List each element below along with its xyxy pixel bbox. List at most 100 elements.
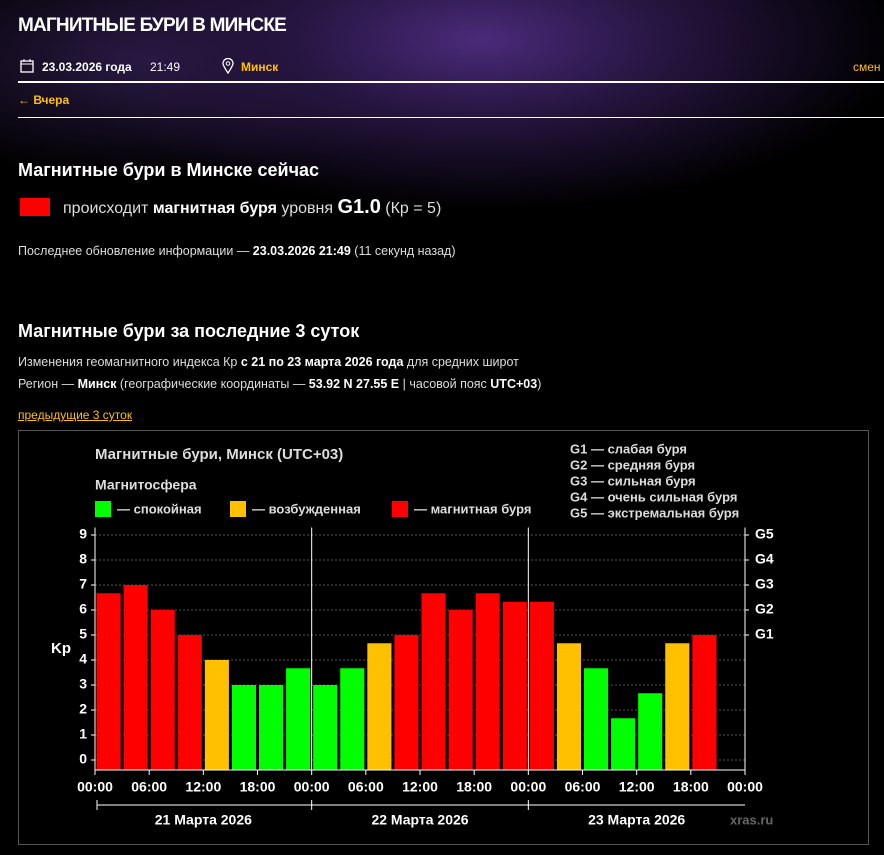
bar: [394, 635, 419, 770]
x-tick-label: 12:00: [185, 779, 221, 795]
text: | часовой пояс: [399, 377, 491, 391]
x-tick-label: 06:00: [131, 779, 167, 795]
legend-label: — спокойная: [117, 501, 202, 516]
g-legend-item: G1 — слабая буря: [570, 441, 687, 456]
y-tick-label: 6: [79, 601, 87, 617]
page-title: МАГНИТНЫЕ БУРИ В МИНСКЕ: [18, 15, 287, 36]
info-line: Регион — Минск (географические координат…: [18, 377, 541, 391]
bar: [286, 668, 311, 770]
divider: [18, 117, 884, 118]
bar: [259, 685, 284, 770]
x-tick-label: 00:00: [510, 779, 546, 795]
bar: [150, 610, 175, 770]
text: Изменения геомагнитного индекса Кр: [18, 355, 241, 369]
bar: [502, 601, 527, 770]
section-heading: Магнитные бури за последние 3 суток: [18, 321, 360, 341]
bar: [340, 668, 365, 770]
bar: [96, 593, 121, 770]
x-tick-label: 18:00: [456, 779, 492, 795]
divider: [18, 81, 884, 83]
bar: [204, 660, 229, 770]
text: уровня: [276, 200, 338, 217]
city-link[interactable]: Минск: [241, 60, 279, 74]
y-tick-label: 4: [79, 651, 87, 667]
text: Регион —: [18, 377, 78, 391]
legend-label: — магнитная буря: [414, 501, 531, 516]
chart-title: Магнитные бури, Минск (UTC+03): [95, 446, 343, 463]
time: 21:49: [150, 60, 181, 74]
legend-swatch: [392, 501, 408, 517]
x-tick-label: 12:00: [619, 779, 655, 795]
text: для средних широт: [403, 355, 519, 369]
text: Последнее обновление информации —: [18, 244, 253, 258]
text: UTC+03: [490, 377, 538, 391]
bar: [231, 685, 256, 770]
g-legend-item: G4 — очень сильная буря: [570, 489, 737, 504]
prev-link[interactable]: предыдущие 3 суток: [18, 408, 133, 422]
y-tick-label: 3: [79, 676, 87, 692]
text: ): [537, 377, 542, 391]
y-axis-label: Kp: [51, 640, 71, 657]
y-tick-label: 0: [79, 751, 87, 767]
text: 53.92 N 27.55 E: [308, 377, 400, 391]
info-line: Изменения геомагнитного индекса Кр с 21 …: [18, 355, 519, 369]
level: G1.0: [337, 196, 381, 218]
y-tick-label: 7: [79, 576, 87, 592]
text: (географические координаты —: [116, 377, 309, 391]
bar: [529, 601, 554, 770]
x-tick-label: 18:00: [240, 779, 276, 795]
update-time: 23.03.2026 21:49: [252, 244, 351, 258]
bar: [448, 610, 473, 770]
status-text: происходит магнитная буря уровня G1.0 (К…: [63, 196, 441, 219]
day-label: 21 Марта 2026: [155, 812, 252, 828]
x-tick-label: 06:00: [348, 779, 384, 795]
x-tick-label: 12:00: [402, 779, 438, 795]
y2-tick-label: G5: [755, 526, 774, 542]
y2-tick-label: G1: [755, 626, 774, 642]
legend-swatch: [230, 501, 246, 517]
x-tick-label: 00:00: [294, 779, 330, 795]
bar: [421, 593, 446, 770]
g-legend-item: G2 — средняя буря: [570, 457, 695, 472]
g-legend-item: G5 — экстремальная буря: [570, 505, 739, 520]
x-tick-label: 18:00: [673, 779, 709, 795]
y2-tick-label: G3: [755, 576, 774, 592]
bar: [638, 693, 663, 770]
x-tick-label: 06:00: [565, 779, 601, 795]
bar: [475, 593, 500, 770]
back-link[interactable]: ← Вчера: [18, 93, 70, 107]
calendar-icon: [20, 59, 34, 73]
bar: [556, 643, 581, 770]
bar: [611, 718, 636, 770]
text: Минск: [77, 377, 117, 391]
y-tick-label: 5: [79, 626, 87, 642]
bar: [692, 635, 717, 770]
date: 23.03.2026 года: [42, 60, 132, 74]
legend-title: Магнитосфера: [95, 477, 197, 493]
change-link[interactable]: смен: [853, 60, 881, 74]
g-legend-item: G3 — сильная буря: [570, 473, 696, 488]
y-tick-label: 8: [79, 551, 87, 567]
text: с 21 по 23 марта 2026 года: [240, 355, 404, 369]
bar: [367, 643, 392, 770]
section-heading: Магнитные бури в Минске сейчас: [18, 160, 320, 180]
status-swatch: [20, 198, 50, 216]
bar: [123, 585, 148, 770]
update-info: Последнее обновление информации — 23.03.…: [18, 244, 455, 258]
chart-frame: [18, 430, 869, 845]
text: происходит: [63, 200, 153, 217]
y-tick-label: 1: [79, 726, 87, 742]
x-tick-label: 00:00: [727, 779, 763, 795]
bar: [584, 668, 609, 770]
bar: [313, 685, 338, 770]
legend-label: — возбужденная: [252, 501, 361, 516]
pin-icon: [222, 58, 234, 74]
watermark: xras.ru: [730, 812, 773, 827]
legend-swatch: [95, 501, 111, 517]
x-tick-label: 00:00: [77, 779, 113, 795]
storm: магнитная буря: [152, 200, 277, 217]
y-tick-label: 9: [79, 526, 87, 542]
